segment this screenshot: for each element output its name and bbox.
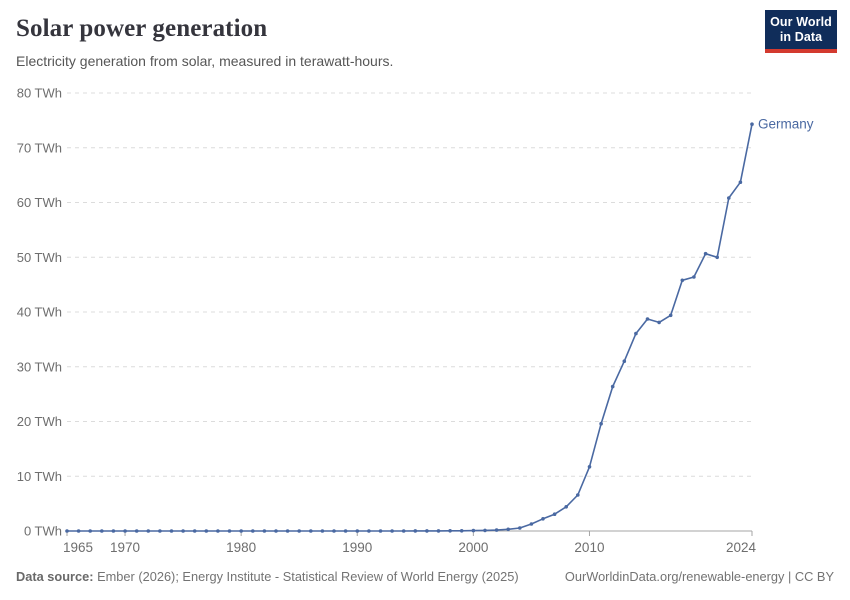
data-point[interactable] [297, 529, 302, 533]
x-axis-tick-label: 1990 [342, 540, 372, 555]
y-axis-tick-label: 70 TWh [17, 140, 62, 155]
data-point[interactable] [599, 421, 603, 426]
logo-accent-bar [765, 49, 837, 53]
data-point[interactable] [146, 529, 151, 533]
y-axis-tick-label: 30 TWh [17, 359, 62, 374]
data-point[interactable] [564, 505, 568, 509]
chart-subtitle: Electricity generation from solar, measu… [16, 53, 394, 69]
data-point[interactable] [703, 251, 708, 256]
data-point[interactable] [100, 529, 104, 533]
data-point[interactable] [123, 529, 127, 533]
data-point[interactable] [587, 465, 592, 469]
data-point[interactable] [529, 522, 534, 526]
y-axis-tick-label: 40 TWh [17, 305, 62, 320]
data-point[interactable] [169, 529, 174, 533]
data-point[interactable] [541, 517, 545, 521]
y-axis-tick-label: 20 TWh [17, 414, 62, 429]
x-axis-tick-label: 1965 [63, 540, 93, 555]
data-point[interactable] [262, 529, 267, 533]
data-point[interactable] [158, 529, 162, 533]
data-point[interactable] [239, 529, 243, 533]
data-point[interactable] [65, 529, 69, 533]
data-point[interactable] [134, 529, 139, 533]
data-point[interactable] [436, 529, 441, 533]
data-point[interactable] [320, 529, 325, 533]
chart-header: Solar power generation Electricity gener… [16, 14, 750, 70]
y-axis-tick-label: 60 TWh [17, 195, 62, 210]
data-point[interactable] [204, 529, 209, 533]
data-point[interactable] [715, 255, 719, 260]
series-line-germany[interactable] [66, 123, 753, 532]
data-point[interactable] [425, 529, 429, 533]
data-point[interactable] [309, 529, 313, 533]
data-point[interactable] [181, 529, 185, 533]
x-axis-tick-label: 1980 [226, 540, 256, 555]
footer-link[interactable]: OurWorldinData.org/renewable-energy | CC… [564, 569, 834, 584]
chart-footer: Data source: Ember (2026); Energy Instit… [16, 569, 834, 585]
data-source-text: Ember (2026); Energy Institute - Statist… [93, 569, 519, 584]
series-end-label: Germany [758, 117, 814, 132]
data-point[interactable] [355, 529, 360, 533]
data-point[interactable] [413, 529, 418, 533]
y-axis-tick-label: 80 TWh [17, 86, 62, 101]
data-point[interactable] [367, 529, 371, 533]
data-point[interactable] [192, 529, 197, 533]
data-point[interactable] [471, 528, 476, 533]
data-point[interactable] [576, 493, 580, 497]
owid-logo[interactable]: Our World in Data [765, 10, 837, 53]
owid-logo-text: Our World in Data [770, 15, 832, 44]
x-axis-tick-label: 2000 [458, 540, 488, 555]
data-point[interactable] [111, 529, 116, 533]
data-point[interactable] [251, 529, 255, 533]
data-point[interactable] [738, 180, 743, 184]
data-point[interactable] [622, 359, 627, 364]
data-point[interactable] [634, 331, 638, 336]
data-point[interactable] [227, 529, 232, 533]
data-point[interactable] [88, 529, 92, 533]
data-source-label: Data source: [16, 569, 94, 584]
data-point[interactable] [506, 527, 511, 532]
data-point[interactable] [378, 529, 383, 533]
data-point[interactable] [610, 384, 615, 389]
x-axis-tick-label: 1970 [110, 540, 140, 555]
data-source: Data source: Ember (2026); Energy Instit… [16, 569, 519, 585]
data-point[interactable] [645, 317, 650, 321]
data-point[interactable] [657, 320, 661, 325]
data-point[interactable] [390, 529, 394, 533]
data-point[interactable] [343, 529, 348, 533]
data-point[interactable] [750, 122, 754, 126]
data-point[interactable] [76, 529, 81, 533]
data-point[interactable] [692, 275, 696, 279]
data-point[interactable] [285, 529, 290, 533]
data-point[interactable] [494, 528, 499, 532]
y-axis-tick-label: 10 TWh [17, 469, 62, 484]
x-axis-tick-label: 2024 [726, 540, 757, 555]
data-point[interactable] [274, 529, 278, 533]
data-point[interactable] [216, 529, 220, 533]
y-axis-tick-label: 50 TWh [17, 250, 62, 265]
data-point[interactable] [668, 313, 673, 318]
page-title: Solar power generation [16, 15, 268, 42]
data-point[interactable] [552, 512, 557, 516]
data-point[interactable] [518, 526, 522, 530]
data-point[interactable] [448, 529, 452, 533]
data-point[interactable] [680, 278, 685, 283]
data-point[interactable] [727, 196, 731, 200]
data-point[interactable] [459, 529, 464, 533]
data-point[interactable] [332, 529, 336, 533]
x-axis-tick-label: 2010 [574, 540, 604, 555]
data-point[interactable] [483, 528, 487, 533]
data-point[interactable] [401, 529, 406, 533]
y-axis-tick-label: 0 TWh [24, 524, 62, 539]
